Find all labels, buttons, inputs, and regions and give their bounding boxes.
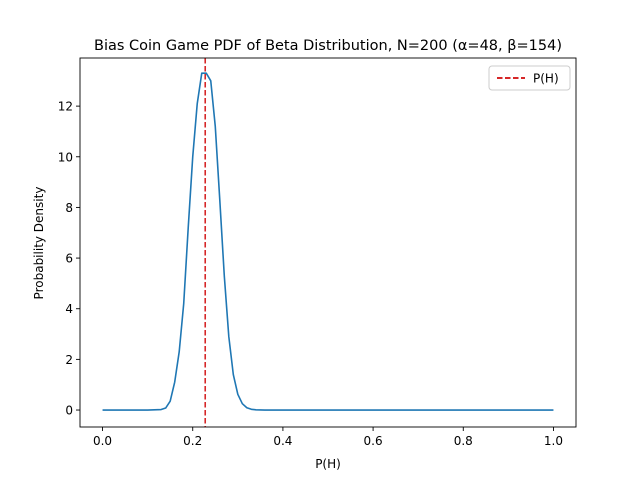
y-tick-label: 4 (65, 302, 73, 316)
x-tick-label: 0.8 (454, 434, 473, 448)
chart-title: Bias Coin Game PDF of Beta Distribution,… (94, 38, 562, 54)
legend: P(H) (488, 65, 571, 91)
x-tick-label: 0.4 (273, 434, 292, 448)
x-tick-label: 0.2 (183, 434, 202, 448)
x-tick-label: 0.6 (364, 434, 383, 448)
plot-background (80, 58, 576, 427)
y-tick-label: 8 (65, 201, 73, 215)
y-tick-label: 10 (58, 150, 73, 164)
y-axis-label: Probability Density (32, 187, 46, 300)
y-tick-label: 0 (65, 404, 73, 418)
plot-area (79, 57, 577, 428)
x-tick-label: 1.0 (544, 434, 563, 448)
y-tick-label: 12 (58, 100, 73, 114)
legend-box (488, 65, 571, 91)
y-tick-label: 6 (65, 252, 73, 266)
legend-label-p-h: P(H) (533, 72, 559, 86)
y-tick-label: 2 (65, 353, 73, 367)
series-layer (102, 72, 554, 411)
plot-border (79, 57, 577, 428)
x-tick-label: 0.0 (93, 434, 112, 448)
x-axis-label: P(H) (315, 457, 341, 471)
pdf-curve (102, 72, 554, 411)
x-axis: 0.0 0.2 0.4 0.6 0.8 1.0 (93, 427, 563, 448)
y-axis: 0 2 4 6 8 10 12 (58, 100, 80, 418)
